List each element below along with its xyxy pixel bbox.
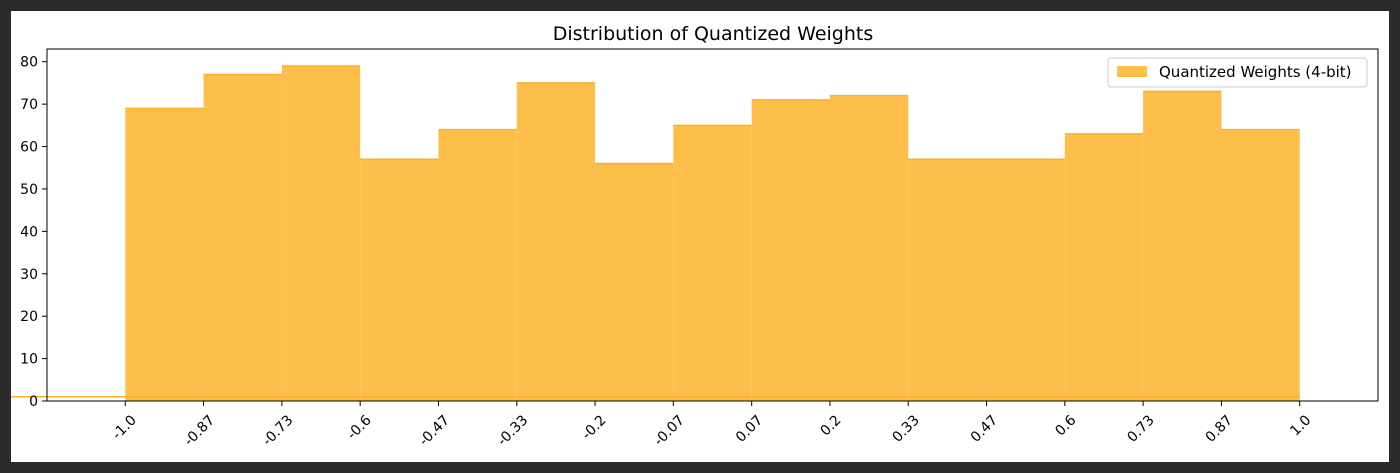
y-tick-label: 60 bbox=[20, 140, 38, 156]
legend-frame bbox=[1107, 57, 1368, 88]
histogram-bar bbox=[595, 163, 674, 401]
histogram-chart: Distribution of Quantized Weights 0 10 20 3… bbox=[11, 23, 1379, 449]
plot-frame bbox=[46, 48, 1379, 402]
histogram-bar bbox=[516, 82, 596, 402]
x-tick-label: 0.47 bbox=[968, 412, 1001, 445]
x-tick-label: 0.87 bbox=[1203, 412, 1236, 445]
x-tick-label: -0.07 bbox=[651, 412, 688, 449]
y-tick-label: 0 bbox=[29, 394, 38, 410]
chart-title: Distribution of Quantized Weights bbox=[553, 23, 874, 45]
y-tick-label: 80 bbox=[20, 55, 38, 71]
x-tick-label: -1.0 bbox=[109, 412, 140, 443]
x-tick-label: 0.6 bbox=[1052, 412, 1079, 439]
histogram-bar bbox=[203, 74, 282, 401]
histogram-bar bbox=[438, 129, 517, 401]
x-axis: -1.0 -0.87 -0.73 -0.6 -0.47 -0.33 -0.2 -0.07 0.0… bbox=[109, 401, 1314, 449]
histogram-bar bbox=[673, 125, 752, 401]
y-tick-label: 30 bbox=[20, 267, 38, 283]
x-tick-label: 0.33 bbox=[889, 412, 922, 445]
y-tick-label: 50 bbox=[20, 182, 38, 198]
x-tick-label: 0.07 bbox=[733, 412, 766, 445]
y-tick-label: 70 bbox=[20, 97, 38, 113]
legend-swatch bbox=[1117, 66, 1147, 77]
histogram-bar bbox=[908, 159, 987, 401]
x-tick-label: -0.47 bbox=[416, 412, 453, 449]
histogram-bar bbox=[1143, 91, 1222, 401]
histogram-bar bbox=[281, 65, 361, 402]
x-tick-label: -0.33 bbox=[494, 412, 531, 449]
x-tick-label: -0.73 bbox=[260, 412, 297, 449]
histogram-bar bbox=[1064, 133, 1144, 401]
histogram-bar bbox=[360, 159, 439, 401]
y-axis: 0 10 20 30 40 50 60 70 80 bbox=[20, 55, 47, 410]
x-tick-label: 0.2 bbox=[817, 412, 844, 439]
legend: Quantized Weights (4-bit) bbox=[1107, 57, 1368, 88]
x-tick-label: 0.73 bbox=[1124, 412, 1157, 445]
histogram-bar bbox=[986, 159, 1065, 401]
chart-figure: Distribution of Quantized Weights 0 10 20 3… bbox=[11, 11, 1389, 462]
x-tick-label: -0.87 bbox=[181, 412, 218, 449]
y-tick-label: 20 bbox=[20, 309, 38, 325]
histogram-bar bbox=[1221, 129, 1300, 401]
histogram-bar bbox=[751, 99, 830, 401]
histogram-bar bbox=[125, 108, 204, 402]
x-tick-label: -0.2 bbox=[579, 412, 610, 443]
x-tick-label: -0.6 bbox=[344, 412, 375, 443]
legend-label: Quantized Weights (4-bit) bbox=[1159, 63, 1352, 81]
y-tick-label: 40 bbox=[20, 224, 38, 240]
bars-layer bbox=[11, 65, 1300, 402]
x-tick-label: 1.0 bbox=[1287, 412, 1314, 439]
histogram-bar bbox=[829, 95, 909, 402]
y-tick-label: 10 bbox=[20, 352, 38, 368]
